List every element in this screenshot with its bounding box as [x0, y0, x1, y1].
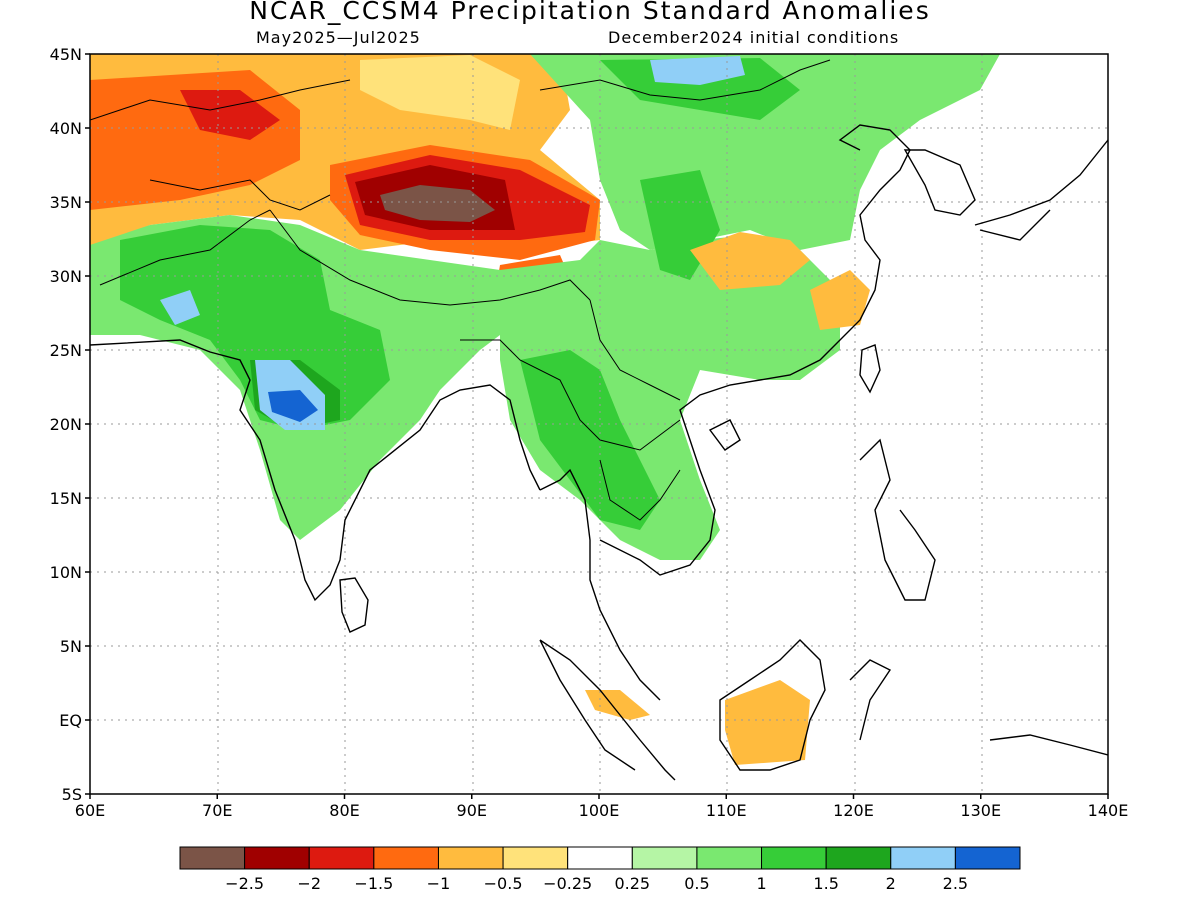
- colorbar-label: 2.5: [943, 874, 968, 893]
- lat-tick-label: 10N: [50, 563, 82, 582]
- strong-wet-mongolia: [600, 58, 800, 120]
- colorbar-label: −2: [297, 874, 321, 893]
- colorbar-swatch: [244, 846, 310, 870]
- colorbar-swatch: [179, 846, 246, 870]
- dry-region-borneo: [725, 680, 810, 765]
- dry-region-sumatra: [585, 690, 650, 720]
- border-segment: [589, 299, 681, 401]
- lat-tick-label: 15N: [50, 489, 82, 508]
- colorbar-swatch: [890, 846, 956, 870]
- max-wet-central-india: [268, 390, 318, 422]
- map-title: NCAR_CCSM4 Precipitation Standard Anomal…: [249, 0, 931, 25]
- colorbar-swatch: [437, 846, 504, 870]
- lat-axis: 45N 40N 35N 30N 25N 20N 15N 10N 5N EQ 5S: [50, 45, 90, 804]
- colorbar-swatch: [954, 846, 1021, 870]
- anomaly-field: [90, 54, 1000, 765]
- lat-tick-label: 5S: [62, 785, 82, 804]
- weak-dry-region-north: [360, 55, 520, 130]
- colorbar-label: 1.5: [813, 874, 838, 893]
- lat-tick-label: 35N: [50, 193, 82, 212]
- colorbar-swatch: [567, 846, 633, 870]
- border-segment: [460, 339, 681, 451]
- lat-tick-label: 40N: [50, 119, 82, 138]
- lon-tick-label: 70E: [202, 801, 232, 820]
- lon-tick-label: 60E: [75, 801, 105, 820]
- colorbar: −2.5 −2 −1.5 −1 −0.5 −0.25 0.25 0.5 1 1.5 2 2.5: [179, 846, 1021, 893]
- colorbar-label: −0.5: [484, 874, 523, 893]
- colorbar-label: 1: [756, 874, 766, 893]
- initial-conditions: December2024 initial conditions: [608, 28, 900, 47]
- coast-philippines: [859, 438, 936, 601]
- colorbar-swatch: [373, 846, 439, 870]
- strong-wet-indochina: [520, 350, 660, 530]
- coast-indochina: [539, 124, 911, 701]
- dry-region-core-west-inner: [180, 90, 280, 140]
- lon-tick-label: 140E: [1088, 801, 1129, 820]
- coast-sulawesi-newguinea: [849, 659, 1108, 756]
- coast-korea: [903, 149, 976, 216]
- colorbar-swatch: [502, 846, 569, 870]
- lat-tick-label: 45N: [50, 45, 82, 64]
- colorbar-swatch: [825, 846, 892, 870]
- colorbar-label: 2: [886, 874, 896, 893]
- colorbar-swatch: [696, 846, 763, 870]
- coastlines: [90, 124, 1108, 781]
- lon-tick-label: 120E: [833, 801, 874, 820]
- coast-sri-lanka: [339, 577, 369, 633]
- lat-tick-label: 20N: [50, 415, 82, 434]
- lon-tick-label: 80E: [329, 801, 359, 820]
- colorbar-label: −1.5: [354, 874, 393, 893]
- border-segment: [99, 209, 271, 286]
- country-borders: [90, 59, 831, 521]
- coast-borneo: [719, 639, 826, 771]
- lon-tick-label: 100E: [579, 801, 620, 820]
- lon-tick-label: 130E: [960, 801, 1001, 820]
- colorbar-label: 0.5: [684, 874, 709, 893]
- border-segment: [149, 179, 331, 211]
- lon-tick-label: 110E: [706, 801, 747, 820]
- border-segment: [269, 209, 591, 306]
- colorbar-label: −0.25: [543, 874, 592, 893]
- coast-taiwan: [859, 344, 881, 394]
- very-wet-mongolia: [650, 56, 745, 85]
- coast-sumatra: [539, 639, 676, 781]
- colorbar-swatch: [631, 846, 698, 870]
- lat-tick-label: 30N: [50, 267, 82, 286]
- blue-wet-west-india: [160, 290, 200, 325]
- coast-hainan: [708, 419, 741, 451]
- border-segment: [599, 459, 681, 521]
- colorbar-label: 0.25: [614, 874, 650, 893]
- border-segment: [90, 79, 351, 121]
- colorbar-swatch: [308, 846, 375, 870]
- lat-tick-label: 5N: [60, 637, 82, 656]
- tibet-dry-core: [380, 185, 495, 222]
- colorbar-swatch: [761, 846, 827, 870]
- coast-indian-subcontinent: [90, 339, 541, 602]
- lat-tick-label: EQ: [59, 711, 82, 730]
- lat-tick-label: 25N: [50, 341, 82, 360]
- forecast-period: May2025—Jul2025: [256, 28, 421, 47]
- lon-tick-label: 90E: [457, 801, 487, 820]
- colorbar-label: −1: [427, 874, 451, 893]
- coast-japan: [974, 139, 1108, 241]
- colorbar-label: −2.5: [225, 874, 264, 893]
- border-segment: [539, 59, 831, 101]
- lon-axis: 60E 70E 80E 90E 100E 110E 120E 130E 140E: [75, 794, 1129, 820]
- graticule: [90, 54, 1108, 794]
